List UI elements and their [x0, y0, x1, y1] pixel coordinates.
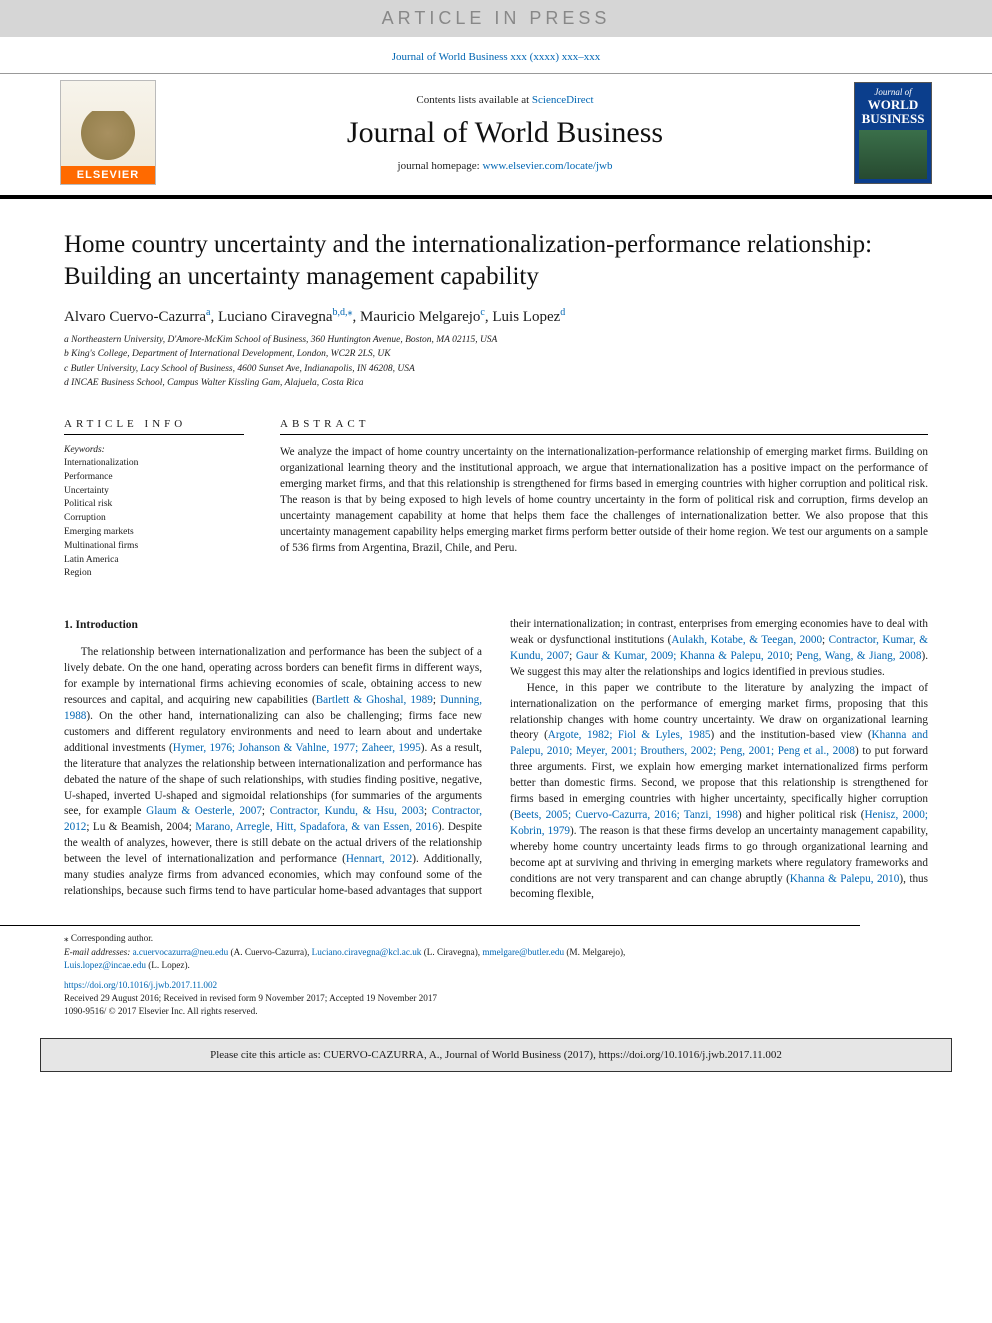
keyword: Emerging markets — [64, 526, 244, 540]
affiliation-a: a Northeastern University, D'Amore-McKim… — [64, 334, 928, 347]
email-who: (L. Lopez). — [146, 960, 190, 970]
paragraph-2: Hence, in this paper we contribute to th… — [510, 681, 928, 904]
abstract-heading: ABSTRACT — [280, 418, 928, 435]
journal-title: Journal of World Business — [174, 116, 836, 150]
citation-link[interactable]: Aulakh, Kotabe, & Teegan, 2000 — [671, 634, 822, 646]
citation-link[interactable]: Khanna & Palepu, 2010 — [790, 873, 900, 885]
abstract-column: ABSTRACT We analyze the impact of home c… — [280, 418, 928, 581]
article-info-column: ARTICLE INFO Keywords: Internationalizat… — [64, 418, 244, 581]
affiliation-b: b King's College, Department of Internat… — [64, 348, 928, 361]
keyword: Multinational firms — [64, 540, 244, 554]
citation-link[interactable]: Argote, 1982; Fiol & Lyles, 1985 — [548, 729, 711, 741]
keywords-label: Keywords: — [64, 445, 244, 455]
author-2-aff[interactable]: b,d, — [333, 307, 348, 318]
journal-cover-thumbnail[interactable]: Journal of WORLD BUSINESS — [854, 82, 932, 184]
email-link[interactable]: Luciano.ciravegna@kcl.ac.uk — [312, 947, 422, 957]
keyword: Performance — [64, 471, 244, 485]
text: ; — [433, 694, 440, 706]
email-link[interactable]: Luis.lopez@incae.edu — [64, 960, 146, 970]
journal-reference-link[interactable]: Journal of World Business xxx (xxxx) xxx… — [392, 51, 601, 63]
affiliation-c: c Butler University, Lacy School of Busi… — [64, 363, 928, 376]
author-1: Alvaro Cuervo-Cazurra — [64, 309, 206, 325]
email-who: (L. Ciravegna), — [421, 947, 482, 957]
email-who: (M. Melgarejo), — [564, 947, 625, 957]
journal-homepage-line: journal homepage: www.elsevier.com/locat… — [174, 160, 836, 172]
email-addresses-line: E-mail addresses: a.cuervocazurra@neu.ed… — [64, 946, 796, 972]
author-1-aff[interactable]: a — [206, 307, 210, 318]
author-4: Luis Lopez — [492, 309, 560, 325]
author-4-aff[interactable]: d — [560, 307, 565, 318]
doi-link[interactable]: https://doi.org/10.1016/j.jwb.2017.11.00… — [64, 980, 217, 990]
cover-word-2: WORLD — [868, 97, 919, 112]
copyright-line: 1090-9516/ © 2017 Elsevier Inc. All righ… — [64, 1005, 928, 1018]
citation-link[interactable]: Gaur & Kumar, 2009; Khanna & Palepu, 201… — [576, 650, 790, 662]
cover-word-3: BUSINESS — [862, 111, 925, 126]
keywords-list: Internationalization Performance Uncerta… — [64, 457, 244, 581]
corresponding-author-note: ⁎ Corresponding author. — [64, 932, 796, 945]
abstract-text: We analyze the impact of home country un… — [280, 445, 928, 556]
homepage-prefix: journal homepage: — [398, 160, 483, 172]
keyword: Latin America — [64, 554, 244, 568]
journal-homepage-link[interactable]: www.elsevier.com/locate/jwb — [482, 160, 612, 172]
body-columns: 1. Introduction The relationship between… — [64, 617, 928, 903]
elsevier-tree-icon — [78, 111, 138, 166]
email-who: (A. Cuervo-Cazurra), — [228, 947, 311, 957]
footnotes: ⁎ Corresponding author. E-mail addresses… — [0, 925, 860, 972]
email-label: E-mail addresses: — [64, 947, 133, 957]
citation-link[interactable]: Beets, 2005; Cuervo-Cazurra, 2016; Tanzi… — [514, 809, 738, 821]
elsevier-logo[interactable]: ELSEVIER — [60, 80, 156, 185]
article-history: Received 29 August 2016; Received in rev… — [64, 992, 928, 1005]
citation-link[interactable]: Hennart, 2012 — [346, 853, 412, 865]
citation-link[interactable]: Marano, Arregle, Hitt, Spadafora, & van … — [195, 821, 438, 833]
text: ; Lu & Beamish, 2004; — [86, 821, 195, 833]
author-3: Mauricio Melgarejo — [360, 309, 480, 325]
masthead-center: Contents lists available at ScienceDirec… — [174, 94, 836, 172]
author-2: Luciano Ciravegna — [218, 309, 333, 325]
doi-block: https://doi.org/10.1016/j.jwb.2017.11.00… — [0, 973, 992, 1028]
elsevier-wordmark: ELSEVIER — [61, 166, 155, 184]
keyword: Internationalization — [64, 457, 244, 471]
text: ; — [262, 805, 270, 817]
citation-link[interactable]: Bartlett & Ghoshal, 1989 — [316, 694, 433, 706]
text: ; — [569, 650, 576, 662]
keyword: Political risk — [64, 498, 244, 512]
section-1-heading: 1. Introduction — [64, 617, 482, 633]
author-2-corr[interactable]: ⁎ — [348, 307, 353, 318]
citation-link[interactable]: Glaum & Oesterle, 2007 — [146, 805, 262, 817]
article-info-heading: ARTICLE INFO — [64, 418, 244, 435]
text: ; — [424, 805, 432, 817]
contents-available-line: Contents lists available at ScienceDirec… — [174, 94, 836, 106]
affiliation-d: d INCAE Business School, Campus Walter K… — [64, 377, 928, 390]
sciencedirect-link[interactable]: ScienceDirect — [532, 94, 594, 106]
keyword: Region — [64, 567, 244, 581]
citation-link[interactable]: Peng, Wang, & Jiang, 2008 — [796, 650, 921, 662]
keyword: Uncertainty — [64, 485, 244, 499]
citation-link[interactable]: Contractor, Kundu, & Hsu, 2003 — [270, 805, 424, 817]
affiliations: a Northeastern University, D'Amore-McKim… — [64, 334, 928, 390]
text: ) and higher political risk ( — [738, 809, 865, 821]
citation-box: Please cite this article as: CUERVO-CAZU… — [40, 1038, 952, 1072]
text: ) and the institution-based view ( — [711, 729, 872, 741]
article-title: Home country uncertainty and the interna… — [64, 229, 928, 293]
text: ; — [822, 634, 829, 646]
email-link[interactable]: mmelgare@butler.edu — [482, 947, 564, 957]
contents-prefix: Contents lists available at — [416, 94, 531, 106]
citation-link[interactable]: Hymer, 1976; Johanson & Vahlne, 1977; Za… — [173, 742, 421, 754]
journal-cover-image — [859, 130, 927, 178]
cover-word-1: Journal of — [874, 87, 911, 97]
keyword: Corruption — [64, 512, 244, 526]
article-in-press-banner: ARTICLE IN PRESS — [0, 0, 992, 37]
author-list: Alvaro Cuervo-Cazurraa, Luciano Ciravegn… — [64, 307, 928, 326]
journal-cover-title: Journal of WORLD BUSINESS — [862, 87, 925, 127]
journal-reference-line: Journal of World Business xxx (xxxx) xxx… — [0, 37, 992, 73]
email-link[interactable]: a.cuervocazurra@neu.edu — [133, 947, 229, 957]
masthead: ELSEVIER Contents lists available at Sci… — [0, 73, 992, 199]
author-3-aff[interactable]: c — [480, 307, 484, 318]
